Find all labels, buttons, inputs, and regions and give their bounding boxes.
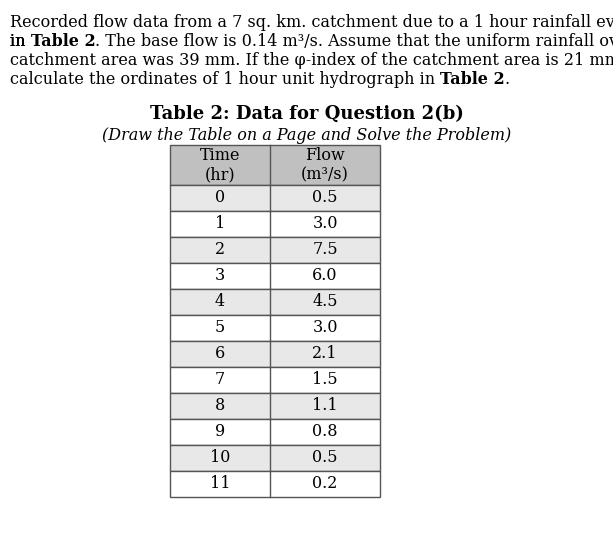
FancyBboxPatch shape: [170, 341, 380, 367]
Text: 1: 1: [215, 216, 225, 232]
FancyBboxPatch shape: [170, 185, 380, 211]
Text: Table 2: Table 2: [31, 33, 96, 50]
Text: . The base flow is 0.14 m³/s. Assume that the uniform rainfall over the: . The base flow is 0.14 m³/s. Assume tha…: [96, 33, 613, 50]
Text: 6: 6: [215, 345, 225, 363]
Text: Recorded flow data from a 7 sq. km. catchment due to a 1 hour rainfall event is : Recorded flow data from a 7 sq. km. catc…: [10, 14, 613, 31]
Text: 6.0: 6.0: [312, 267, 338, 285]
Text: in: in: [10, 33, 31, 50]
Text: Time
(hr): Time (hr): [200, 147, 240, 183]
Text: Table 2: Data for Question 2(b): Table 2: Data for Question 2(b): [150, 105, 463, 123]
FancyBboxPatch shape: [170, 393, 380, 419]
Text: catchment area was 39 mm. If the φ-index of the catchment area is 21 mm/hr,: catchment area was 39 mm. If the φ-index…: [10, 52, 613, 69]
Text: 0: 0: [215, 189, 225, 207]
FancyBboxPatch shape: [170, 211, 380, 237]
Text: Table 2: Table 2: [440, 71, 505, 88]
Text: .: .: [505, 71, 510, 88]
Text: calculate the ordinates of 1 hour unit hydrograph in: calculate the ordinates of 1 hour unit h…: [10, 71, 440, 88]
Text: 2: 2: [215, 242, 225, 258]
FancyBboxPatch shape: [170, 367, 380, 393]
Text: 7: 7: [215, 372, 225, 388]
Text: in: in: [10, 33, 31, 50]
FancyBboxPatch shape: [170, 145, 380, 185]
FancyBboxPatch shape: [170, 419, 380, 445]
FancyBboxPatch shape: [170, 445, 380, 471]
Text: 4: 4: [215, 294, 225, 310]
Text: 11: 11: [210, 476, 230, 492]
FancyBboxPatch shape: [170, 237, 380, 263]
Text: 5: 5: [215, 320, 225, 336]
Text: 3.0: 3.0: [312, 216, 338, 232]
Text: 10: 10: [210, 450, 230, 466]
FancyBboxPatch shape: [170, 315, 380, 341]
Text: 7.5: 7.5: [312, 242, 338, 258]
Text: 2.1: 2.1: [312, 345, 338, 363]
FancyBboxPatch shape: [170, 263, 380, 289]
Text: 0.5: 0.5: [312, 450, 338, 466]
Text: 9: 9: [215, 423, 225, 441]
Text: 4.5: 4.5: [312, 294, 338, 310]
FancyBboxPatch shape: [170, 289, 380, 315]
Text: 1.5: 1.5: [312, 372, 338, 388]
Text: 8: 8: [215, 398, 225, 414]
Text: 1.1: 1.1: [312, 398, 338, 414]
Text: in: in: [10, 33, 31, 50]
Text: 0.8: 0.8: [312, 423, 338, 441]
Text: 3: 3: [215, 267, 225, 285]
FancyBboxPatch shape: [170, 471, 380, 497]
Text: (Draw the Table on a Page and Solve the Problem): (Draw the Table on a Page and Solve the …: [102, 127, 511, 144]
Text: 0.2: 0.2: [312, 476, 338, 492]
Text: 0.5: 0.5: [312, 189, 338, 207]
Text: Flow
(m³/s): Flow (m³/s): [301, 147, 349, 183]
Text: 3.0: 3.0: [312, 320, 338, 336]
